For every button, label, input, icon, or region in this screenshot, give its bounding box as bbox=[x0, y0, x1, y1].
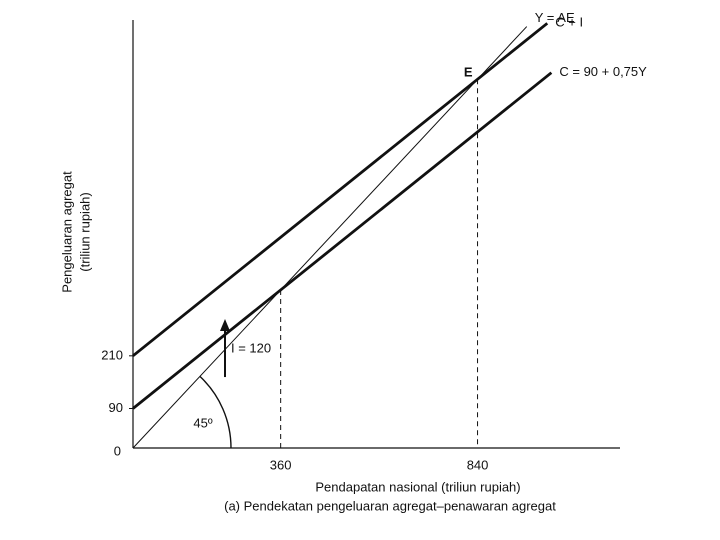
x-tick-label: 840 bbox=[467, 457, 489, 472]
annotation: I = 120 bbox=[231, 340, 271, 355]
y-axis-label: Pengeluaran agregat (triliun rupiah) bbox=[59, 171, 92, 293]
origin-label: 0 bbox=[114, 443, 121, 458]
series-line bbox=[132, 22, 549, 357]
series-label: C + I bbox=[555, 15, 583, 30]
y-label-line: Pengeluaran agregat bbox=[59, 171, 74, 293]
caption: (a) Pendekatan pengeluaran agregat–penaw… bbox=[224, 498, 556, 513]
series-label: C = 90 + 0,75Y bbox=[559, 64, 647, 79]
series-line bbox=[132, 26, 528, 449]
arrow-head bbox=[220, 319, 230, 332]
y-label-line: (triliun rupiah) bbox=[77, 192, 92, 271]
annotation: 45º bbox=[193, 415, 212, 430]
angle-arc bbox=[199, 375, 232, 449]
x-axis-label: Pendapatan nasional (triliun rupiah) bbox=[315, 479, 520, 494]
y-tick-label: 210 bbox=[101, 347, 123, 362]
y-tick-label: 90 bbox=[109, 400, 123, 415]
series-line bbox=[132, 71, 553, 410]
annotation: E bbox=[464, 65, 473, 80]
series-label: Y = AE bbox=[535, 10, 575, 25]
x-tick-label: 360 bbox=[270, 457, 292, 472]
